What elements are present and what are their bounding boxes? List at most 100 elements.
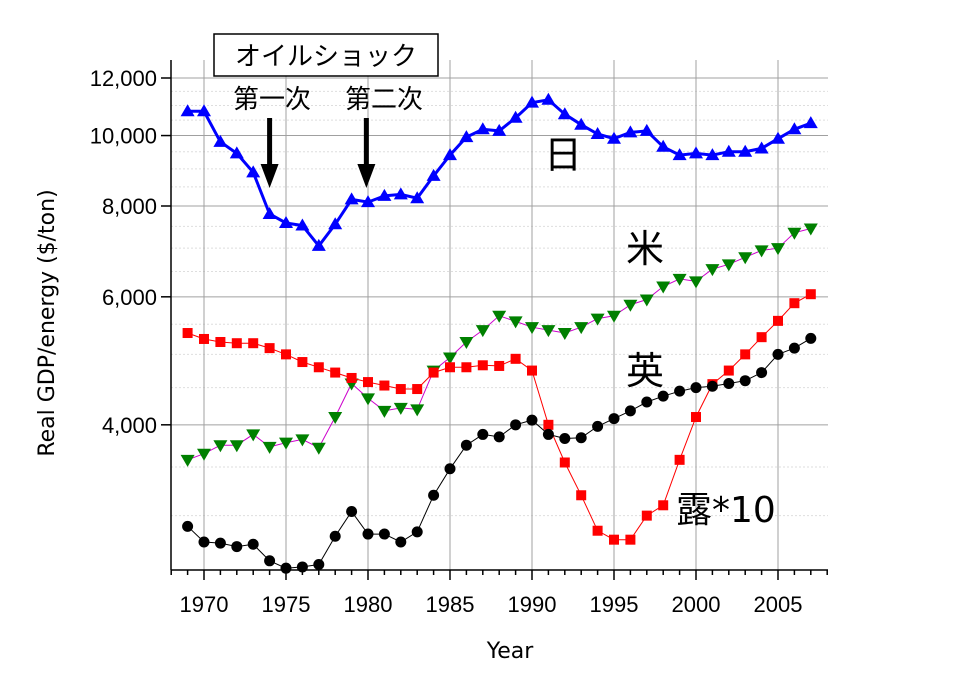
uk-point xyxy=(346,372,357,383)
usa-point xyxy=(525,322,539,335)
russia-point xyxy=(264,555,276,567)
second-shock-arrow-head xyxy=(357,164,376,188)
japan-point xyxy=(246,165,261,178)
uk-point xyxy=(789,298,800,309)
russia-point xyxy=(231,541,243,553)
usa-point xyxy=(475,325,490,338)
usa-point xyxy=(393,402,408,415)
russia-point xyxy=(592,420,604,432)
usa-point xyxy=(803,223,818,236)
japan-point xyxy=(754,141,769,154)
japan-point xyxy=(262,206,277,219)
russia-point xyxy=(346,505,358,517)
japan-point xyxy=(656,139,671,152)
japan-point xyxy=(623,125,638,138)
usa-point xyxy=(246,429,261,442)
y-tick-label: 12,000 xyxy=(90,66,157,91)
russia-point xyxy=(247,538,259,550)
russia-point xyxy=(313,558,325,570)
russia-point xyxy=(575,432,587,444)
japan-point xyxy=(574,117,589,130)
usa-point xyxy=(541,325,556,338)
japan-point xyxy=(525,95,539,108)
uk-point xyxy=(641,510,652,521)
japan-point xyxy=(639,123,654,136)
russia-point xyxy=(198,536,210,548)
japan-point xyxy=(279,216,293,229)
x-axis-title: Year xyxy=(486,639,535,664)
y-tick-label: 6,000 xyxy=(102,285,157,310)
uk-series-label: 英 xyxy=(626,349,664,393)
uk-point xyxy=(297,357,308,368)
uk-point xyxy=(182,328,193,339)
japan-point xyxy=(803,116,818,129)
uk-point xyxy=(609,534,619,545)
oil-shock-annotation: オイルショック 第一次 第二次 xyxy=(213,33,439,188)
russia-point xyxy=(362,528,374,540)
usa-point xyxy=(787,227,802,240)
uk-point xyxy=(674,454,685,465)
usa-point xyxy=(410,404,425,417)
japan-point xyxy=(787,122,802,135)
russia-point xyxy=(411,526,423,538)
japan-point xyxy=(541,92,556,105)
usa-point xyxy=(459,336,474,349)
japan-series xyxy=(180,92,818,251)
usa-point xyxy=(672,273,687,286)
japan-point xyxy=(705,148,720,161)
russia-point xyxy=(641,396,653,408)
russia-point xyxy=(493,431,505,443)
uk-series xyxy=(182,289,816,545)
axes xyxy=(161,60,828,580)
second-shock-label: 第二次 xyxy=(345,85,423,115)
russia-point xyxy=(559,433,571,445)
usa-point xyxy=(590,313,605,326)
usa-point xyxy=(754,245,769,258)
first-shock-arrow-head xyxy=(260,164,279,188)
x-tick-label: 1980 xyxy=(344,592,393,617)
japan-point xyxy=(508,110,523,123)
uk-point xyxy=(625,534,636,545)
usa-series-label: 米 xyxy=(626,227,664,271)
uk-point xyxy=(691,412,701,423)
japan-point xyxy=(393,187,408,200)
russia-point xyxy=(444,463,456,475)
japan-point xyxy=(738,144,753,157)
japan-point xyxy=(689,146,703,159)
x-tick-label: 1990 xyxy=(508,592,557,617)
uk-point xyxy=(773,315,783,326)
uk-point xyxy=(461,362,472,373)
first-shock-label: 第一次 xyxy=(233,85,311,115)
usa-point xyxy=(639,294,654,307)
usa-point xyxy=(262,441,277,454)
japan-point xyxy=(672,148,687,161)
usa-point xyxy=(311,442,326,455)
russia-point xyxy=(378,528,390,540)
russia-point xyxy=(296,561,308,573)
russia-point xyxy=(428,489,440,501)
uk-point xyxy=(527,365,537,376)
russia-point xyxy=(280,562,292,574)
japan-point xyxy=(377,188,392,201)
uk-point xyxy=(576,490,587,501)
uk-point xyxy=(445,362,455,373)
x-tick-label: 1985 xyxy=(426,592,475,617)
uk-point xyxy=(395,384,406,395)
japan-point xyxy=(213,134,228,147)
japan-series-label: 日 xyxy=(544,133,582,177)
usa-series xyxy=(180,223,818,467)
uk-point xyxy=(313,362,324,373)
usa-point xyxy=(197,448,211,461)
russia-point xyxy=(624,405,636,417)
oil-shock-box-text: オイルショック xyxy=(235,42,417,72)
russia-point xyxy=(657,390,669,402)
uk-point xyxy=(412,384,423,395)
russia-point xyxy=(772,348,784,360)
first-shock-arrow xyxy=(260,118,279,188)
russia-point xyxy=(510,419,522,431)
usa-point xyxy=(361,393,375,406)
usa-point xyxy=(607,310,621,323)
japan-point xyxy=(721,144,736,157)
japan-point xyxy=(311,238,326,251)
japan-point xyxy=(295,218,310,231)
